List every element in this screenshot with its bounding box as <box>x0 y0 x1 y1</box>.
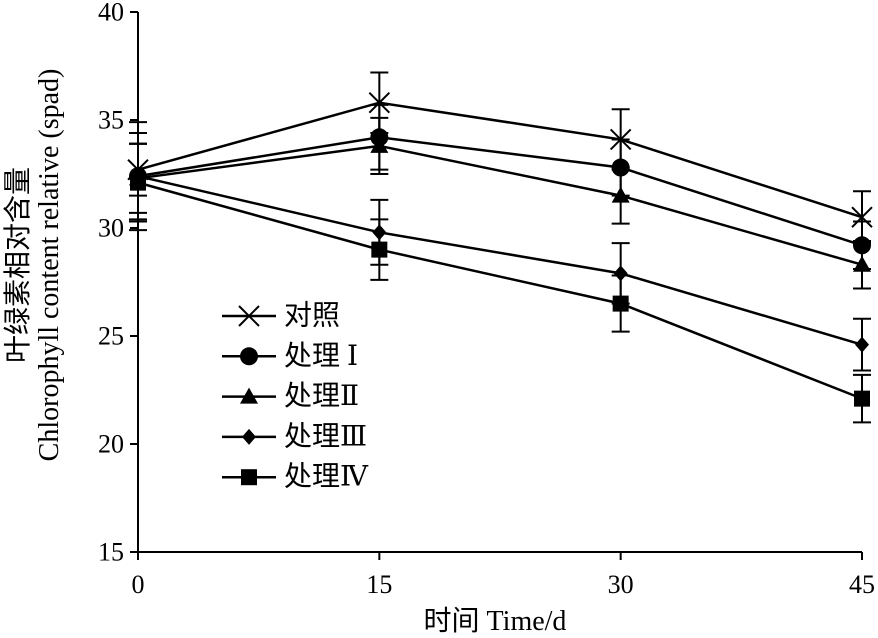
y-tick-label: 20 <box>98 430 124 459</box>
legend-item-5: 处理Ⅳ <box>222 461 369 493</box>
x-tick-label: 30 <box>608 570 634 599</box>
series-5-line <box>137 181 863 400</box>
series-5 <box>129 142 871 424</box>
series-3-marker-4 <box>853 255 871 272</box>
y-tick-label: 25 <box>98 322 124 351</box>
legend-marker <box>241 469 257 486</box>
legend-label: 处理Ⅳ <box>284 461 369 493</box>
x-mark-stroke <box>851 206 873 228</box>
series-5-marker-2 <box>371 241 388 258</box>
series-2-line <box>137 136 863 247</box>
series-layer <box>127 71 873 424</box>
series-3-marker-2 <box>370 136 389 153</box>
series-5-marker-4 <box>854 390 870 407</box>
series-1-marker-2 <box>368 92 391 114</box>
legend-label: 对照 <box>284 300 340 332</box>
series-4-line <box>137 174 863 346</box>
legend-label: 处理 Ⅰ <box>284 340 358 372</box>
legend-label: 处理Ⅱ <box>284 380 359 412</box>
series-1-line <box>137 101 863 219</box>
legend-marker <box>240 387 258 404</box>
legend-item-2: 处理 Ⅰ <box>222 340 358 372</box>
x-mark-stroke <box>238 305 260 327</box>
x-tick-label: 45 <box>849 570 875 599</box>
legend-marker <box>240 347 258 366</box>
y-tick-label: 15 <box>98 538 124 567</box>
series-2 <box>129 103 871 271</box>
legend-item-3: 处理Ⅱ <box>222 380 359 412</box>
y-axis-title-zh: 叶绿素相对含量 <box>2 167 34 363</box>
series-1 <box>127 71 873 245</box>
x-tick-label: 15 <box>366 570 392 599</box>
legend-marker <box>242 428 256 445</box>
x-axis-title: 时间 Time/d <box>424 605 567 637</box>
series-5-marker-1 <box>130 174 146 191</box>
series-3-line <box>137 144 863 266</box>
x-tick-label: 0 <box>132 570 145 599</box>
legend-marker <box>238 305 260 327</box>
legend-label: 处理Ⅲ <box>284 420 367 452</box>
y-tick-label: 30 <box>98 214 124 243</box>
legend-item-4: 处理Ⅲ <box>222 420 367 452</box>
legend-item-1: 对照 <box>222 300 340 332</box>
y-tick-label: 40 <box>98 0 124 27</box>
x-mark-stroke <box>368 92 391 114</box>
series-1-marker-4 <box>851 206 873 228</box>
series-5-marker-3 <box>612 295 629 312</box>
series-3-marker-3 <box>611 186 630 203</box>
y-axis-title-en: Chlorophyll content relative (spad) <box>34 69 65 462</box>
series-4-marker-3 <box>613 265 628 282</box>
series-3 <box>129 116 871 290</box>
axes: 15 20 25 30 35 40 0 15 30 45 <box>98 0 875 599</box>
series-4-marker-4 <box>855 336 869 353</box>
y-tick-label: 35 <box>98 106 124 135</box>
